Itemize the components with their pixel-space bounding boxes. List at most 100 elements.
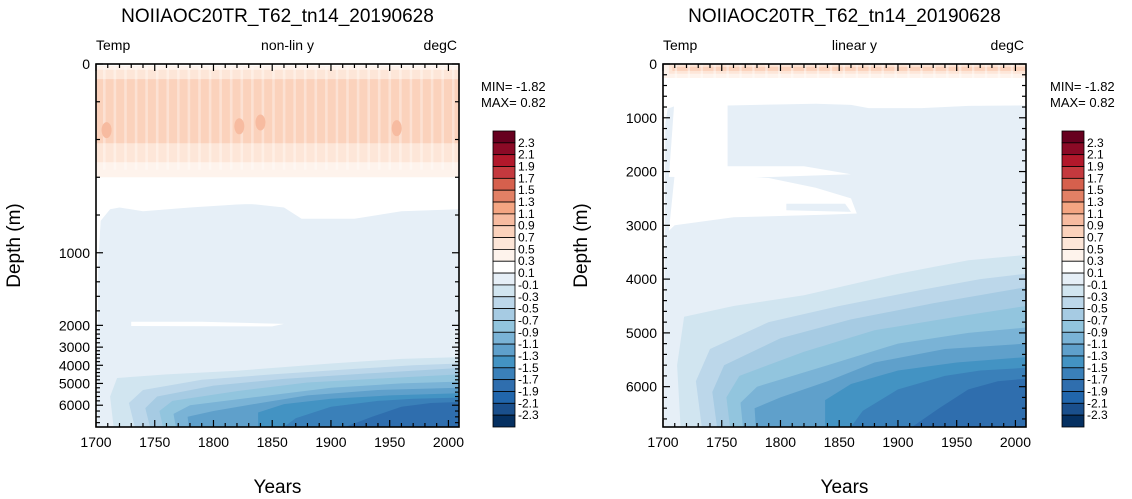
colorbar-box <box>1061 237 1085 250</box>
colorbar-box <box>1061 201 1085 215</box>
y-tick-label: 3000 <box>626 217 657 233</box>
y-tick-label: 1000 <box>59 245 90 261</box>
colorbar-box <box>1061 331 1085 345</box>
center-string: linear y <box>832 37 877 53</box>
warm-streak <box>420 66 423 170</box>
x-tick-label: 1700 <box>647 434 678 450</box>
y-tick-label: 6000 <box>626 379 657 395</box>
warm-hotspot <box>391 120 402 137</box>
x-axis: 1700 1750 1800 1850 1900 1950 2000 <box>80 64 464 450</box>
y-tick-label: 6000 <box>59 397 90 413</box>
warm-streak <box>314 66 318 170</box>
colorbar-box <box>1061 189 1085 203</box>
x-tick-label: 2000 <box>433 434 464 450</box>
warm-streak <box>229 66 233 170</box>
warm-streak <box>700 64 703 78</box>
colorbar-label: -1.1 <box>1087 337 1108 351</box>
warm-streak <box>765 64 768 78</box>
colorbar-label: -1.7 <box>518 373 539 387</box>
warm-streak <box>842 64 846 78</box>
y-tick-label: 0 <box>649 56 657 72</box>
warm-streak <box>997 64 1001 78</box>
plot-frame <box>662 63 1027 428</box>
warm-streak <box>388 66 392 170</box>
warm-streak <box>816 64 820 78</box>
colorbar-label: 1.9 <box>518 160 535 174</box>
warm-band-0-5 <box>96 79 459 144</box>
warm-streak <box>251 66 254 170</box>
warm-streak <box>829 64 833 78</box>
colorbar-label: -2.1 <box>1087 396 1108 410</box>
min-label: MIN= -1.82 <box>1050 79 1115 94</box>
warm-streak <box>972 64 975 78</box>
cool-contour-10 <box>345 402 459 427</box>
left-string: Temp <box>96 37 130 53</box>
warm-streak <box>282 66 286 170</box>
warm-streak <box>103 66 106 170</box>
warm-streak <box>335 66 339 170</box>
colorbar-label: 1.3 <box>518 195 535 209</box>
warm-streak <box>346 66 349 170</box>
colorbar-box <box>492 201 516 215</box>
colorbar-box <box>492 414 516 428</box>
warm-streak <box>367 66 370 170</box>
colorbar-box <box>492 284 516 298</box>
colorbar-label: -0.3 <box>1087 290 1108 304</box>
colorbar-label: 1.1 <box>518 207 535 221</box>
colorbar-box <box>492 367 516 381</box>
colorbar-box <box>1061 177 1085 191</box>
colorbar-label: -2.1 <box>518 396 539 410</box>
colorbar-box <box>492 391 516 404</box>
colorbar-box <box>1061 166 1085 179</box>
x-axis: 1700 1750 1800 1850 1900 1950 2000 <box>647 64 1031 450</box>
colorbar-box <box>492 225 516 238</box>
y-tick-label: 2000 <box>59 317 90 333</box>
colorbar-box <box>1061 260 1085 274</box>
warm-streak <box>687 64 690 78</box>
warm-streak <box>325 66 328 170</box>
warm-streak <box>399 66 402 170</box>
colorbar-label: -1.3 <box>1087 349 1108 363</box>
colorbar-label: -0.1 <box>1087 278 1108 292</box>
colorbar-box <box>492 355 516 369</box>
warm-streak <box>134 66 138 170</box>
colorbar-label: 1.5 <box>1087 183 1104 197</box>
colorbar-box <box>492 177 516 191</box>
colorbar-label: 1.7 <box>1087 171 1104 185</box>
colorbar-label: 0.5 <box>518 242 535 256</box>
right-string: degC <box>991 37 1024 53</box>
neutral-pocket <box>668 174 857 231</box>
colorbar-label: 1.5 <box>518 183 535 197</box>
colorbar-label: 0.7 <box>518 231 535 245</box>
warm-streak <box>881 64 884 78</box>
colorbar-box <box>1061 414 1085 428</box>
colorbar-box <box>1061 130 1085 144</box>
colorbar-box <box>1061 343 1085 357</box>
warm-streak <box>177 66 180 170</box>
colorbar-label: -0.9 <box>1087 325 1108 339</box>
colorbar-label: 1.1 <box>1087 207 1104 221</box>
colorbar-label: 2.1 <box>1087 148 1104 162</box>
colorbar-box <box>1061 225 1085 238</box>
x-tick-label: 1900 <box>315 434 346 450</box>
colorbar-label: 0.9 <box>1087 219 1104 233</box>
y-tick-label: 5000 <box>626 325 657 341</box>
colorbar-box <box>492 154 516 167</box>
chart-title: NOIIAOC20TR_T62_tn14_20190628 <box>121 6 434 27</box>
y-axis: 0 1000 2000 3000 4000 5000 6000 <box>59 56 459 424</box>
colorbar-box <box>492 213 516 227</box>
y-tick-label: 2000 <box>626 164 657 180</box>
plot-frame <box>95 63 460 428</box>
colorbar-label: 0.3 <box>518 254 535 268</box>
colorbar-box <box>492 379 516 392</box>
colorbar-label: 0.5 <box>1087 242 1104 256</box>
colorbar-label: 2.3 <box>1087 136 1104 150</box>
colorbar-label: 0.1 <box>1087 266 1104 280</box>
neutral-pocket <box>131 321 284 327</box>
warm-streak <box>166 66 170 170</box>
max-label: MAX= 0.82 <box>1050 95 1115 110</box>
y-tick-label: 4000 <box>59 357 90 373</box>
colorbar-label: 2.3 <box>518 136 535 150</box>
neutral-pocket <box>668 97 851 178</box>
warm-hotspot <box>234 118 245 135</box>
